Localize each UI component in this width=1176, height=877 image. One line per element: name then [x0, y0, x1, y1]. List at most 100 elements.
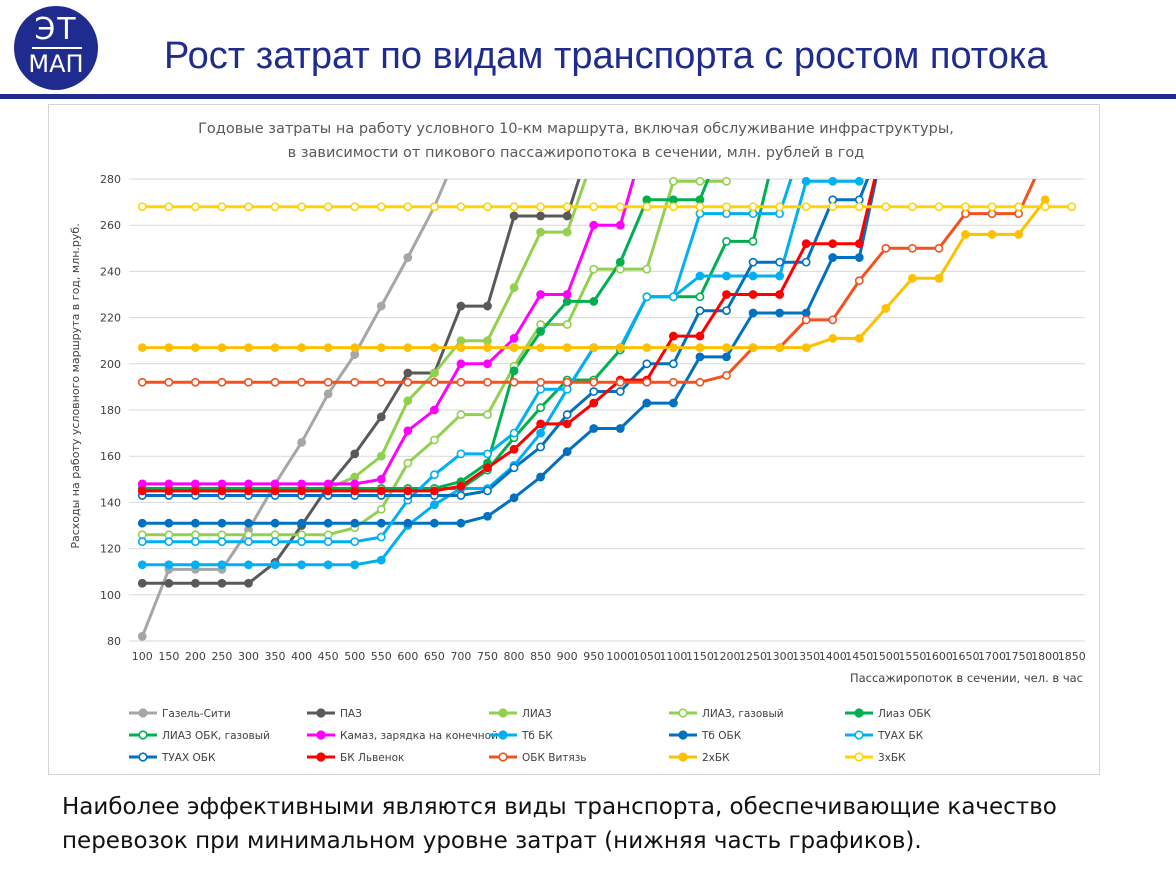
x-axis-label: Пассажиропоток в сечении, чел. в час [850, 671, 1083, 685]
data-point [1014, 230, 1024, 239]
data-point [695, 343, 705, 353]
legend-label: Газель-Сити [162, 708, 231, 720]
data-point [828, 239, 838, 249]
data-point [323, 202, 333, 212]
data-point [801, 202, 811, 212]
data-point [536, 290, 546, 299]
data-point [137, 631, 147, 641]
data-point [775, 343, 785, 353]
data-point [642, 202, 652, 212]
data-point [562, 419, 572, 429]
legend-label: ЛИАЗ ОБК, газовый [162, 730, 270, 742]
data-point [668, 359, 678, 369]
data-point [217, 343, 227, 353]
data-point [536, 211, 546, 221]
data-point [615, 377, 625, 387]
data-point [722, 176, 731, 186]
chart-title-line-2: в зависимости от пикового пассажиропоток… [288, 145, 865, 161]
legend-item: 3хБК [845, 752, 906, 764]
data-point [801, 239, 811, 249]
data-point [907, 202, 917, 212]
data-point [429, 470, 439, 480]
data-point [190, 343, 200, 353]
data-point [589, 297, 599, 306]
data-point [828, 195, 838, 205]
data-point [722, 290, 731, 299]
data-point [297, 537, 307, 547]
data-point [376, 486, 386, 496]
legend-marker [854, 730, 864, 740]
slide-caption: Наиболее эффективными являются виды тран… [62, 794, 1057, 854]
data-point [722, 202, 731, 212]
data-point [217, 518, 227, 528]
data-point [854, 253, 864, 262]
data-point [536, 320, 546, 329]
data-point [668, 331, 678, 341]
data-point [244, 202, 253, 212]
data-point [828, 253, 838, 262]
x-tick-label: 800 [504, 650, 525, 663]
legend-marker [678, 752, 688, 762]
data-point [509, 343, 519, 353]
legend-item: ОБК Витязь [489, 752, 587, 764]
data-point [376, 301, 386, 311]
data-point [642, 264, 652, 274]
chart-frame: Годовые затраты на работу условного 10-к… [48, 104, 1100, 775]
data-point [429, 405, 439, 415]
data-point [854, 333, 864, 343]
data-point [642, 377, 652, 387]
legend-marker [854, 752, 864, 762]
x-tick-label: 550 [371, 650, 392, 663]
data-point [429, 486, 439, 496]
data-point [695, 209, 705, 219]
legend-item: Лиаз ОБК [845, 708, 932, 720]
data-point [483, 410, 492, 420]
data-point [775, 257, 785, 267]
data-point [456, 410, 466, 420]
data-point [1040, 195, 1050, 205]
legend-label: Камаз, зарядка на конечной [340, 730, 498, 742]
data-point [562, 447, 572, 456]
axis-ticks: 80 100 120 140 160 180 200 220 240 260 280 100 150 20… [100, 173, 1086, 663]
data-point [137, 560, 147, 570]
data-point [722, 209, 731, 219]
data-point [137, 486, 147, 496]
data-point [456, 518, 466, 528]
data-point [270, 518, 280, 528]
legend-item: Тб ОБК [669, 730, 742, 742]
data-point [190, 377, 200, 387]
legend-marker [138, 752, 148, 762]
data-point [403, 253, 413, 262]
data-point [562, 211, 572, 221]
data-point [429, 500, 439, 510]
data-point [297, 479, 307, 489]
data-point [589, 220, 599, 230]
y-tick-label: 120 [100, 543, 121, 556]
x-tick-label: 1500 [872, 650, 900, 663]
data-point [562, 343, 572, 353]
data-point [1014, 202, 1024, 212]
data-point [748, 209, 758, 219]
data-point [536, 403, 546, 413]
data-point [615, 387, 625, 396]
data-point [536, 377, 546, 387]
data-point [323, 530, 333, 540]
data-point [483, 301, 492, 311]
data-point [190, 537, 200, 547]
data-point [828, 176, 838, 186]
x-tick-label: 500 [344, 650, 365, 663]
legend-marker [498, 752, 508, 762]
legend: Газель-Сити ПАЗ ЛИАЗ ЛИАЗ, газовый Лиаз ОБК Л… [129, 708, 932, 764]
data-point [668, 195, 678, 205]
data-point [217, 578, 227, 588]
logo-text-bottom: МАП [28, 50, 84, 78]
data-point [297, 560, 307, 570]
y-tick-label: 160 [100, 450, 121, 463]
data-point [350, 449, 360, 459]
legend-label: Лиаз ОБК [878, 708, 932, 720]
data-point [934, 273, 944, 283]
data-point [270, 530, 280, 540]
data-point [536, 428, 546, 438]
data-point [297, 343, 307, 353]
x-tick-label: 650 [424, 650, 445, 663]
